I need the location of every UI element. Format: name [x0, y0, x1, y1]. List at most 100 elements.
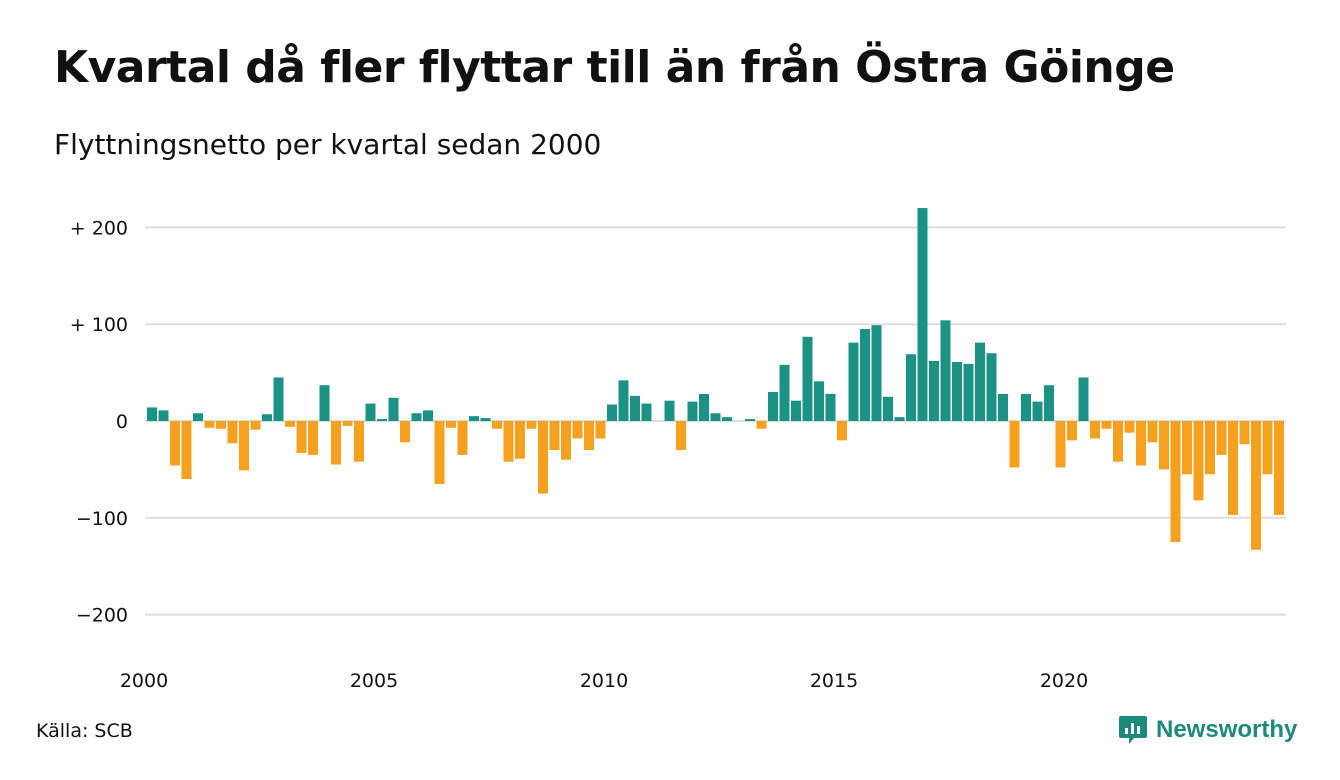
bar: [1251, 421, 1261, 550]
x-tick-label: 2020: [1040, 670, 1088, 692]
bar: [894, 417, 905, 421]
bar: [1216, 421, 1227, 455]
bar: [423, 410, 433, 421]
bar: [1262, 421, 1273, 475]
brand-logo: Newsworthy: [1118, 714, 1297, 746]
bar: [1021, 393, 1031, 421]
bar: [480, 418, 491, 421]
bar: [940, 320, 951, 421]
x-axis-ticks: 2000 2005 2010 2015 2020: [120, 670, 1088, 692]
bar: [549, 421, 560, 451]
bar: [998, 393, 1008, 421]
bar: [342, 421, 353, 426]
x-tick-label: 2015: [810, 670, 858, 692]
bar: [296, 421, 307, 453]
bar: [607, 404, 617, 421]
bar: [503, 421, 514, 462]
source-note: Källa: SCB: [36, 720, 133, 742]
bar: [1274, 421, 1284, 515]
bar: [1136, 421, 1146, 466]
bar: [388, 397, 399, 421]
bar: [975, 342, 985, 421]
y-tick-label: −100: [76, 508, 128, 530]
y-axis-ticks: + 200 + 100 0 −100 −200: [70, 217, 128, 626]
bar: [676, 421, 686, 451]
bar: [147, 407, 157, 421]
bar: [572, 421, 583, 439]
bar: [1067, 421, 1077, 441]
bar: [1193, 421, 1204, 501]
bar: [1101, 421, 1112, 429]
bar: [1090, 421, 1100, 439]
bar: [365, 403, 376, 421]
bar: [664, 400, 675, 421]
bar: [791, 400, 801, 421]
bar: [802, 336, 813, 421]
bar: [848, 342, 859, 421]
bar: [1170, 421, 1181, 542]
bar: [618, 380, 629, 421]
bar: [1055, 421, 1066, 468]
bar: [1147, 421, 1158, 443]
bar: [929, 360, 939, 421]
bar: [779, 364, 790, 421]
bar: [917, 208, 928, 421]
newsworthy-logo-icon: [1119, 716, 1147, 744]
bar: [814, 381, 824, 421]
bar: [273, 377, 284, 421]
bar: [906, 354, 916, 421]
bar: [1124, 421, 1135, 433]
bar: [181, 421, 192, 480]
bar: [434, 421, 445, 484]
bar: [469, 416, 479, 421]
bar: [193, 413, 203, 421]
chart-subtitle: Flyttningsnetto per kvartal sedan 2000: [54, 128, 602, 161]
bar: [250, 421, 261, 430]
bar: [687, 401, 698, 421]
chart-title: Kvartal då fler flyttar till än från Öst…: [54, 42, 1175, 93]
brand-name: Newsworthy: [1156, 716, 1298, 743]
bar: [446, 421, 456, 428]
bar: [837, 421, 847, 441]
bar: [1009, 421, 1020, 468]
bar: [1205, 421, 1215, 475]
bar: [227, 421, 238, 444]
bar: [377, 419, 387, 421]
y-tick-label: −200: [76, 605, 128, 627]
bar: [825, 393, 836, 421]
bar: [1113, 421, 1123, 462]
bar: [710, 413, 721, 421]
bar: [526, 421, 537, 429]
bar: [538, 421, 548, 494]
bar: [756, 421, 767, 429]
bar: [1228, 421, 1238, 515]
bar: [1159, 421, 1169, 470]
bar: [860, 329, 870, 421]
bar: [963, 363, 974, 421]
bar: [411, 413, 422, 421]
bar: [1239, 421, 1250, 445]
bar: [170, 421, 180, 466]
bar: [1032, 401, 1043, 421]
bar: [986, 353, 997, 421]
bar: [630, 395, 640, 421]
bar: [1182, 421, 1192, 475]
bar: [319, 385, 330, 421]
bar: [331, 421, 341, 465]
bar: [595, 421, 606, 439]
bar: [492, 421, 502, 429]
bars: [147, 208, 1284, 550]
bar: [722, 417, 732, 421]
y-tick-label: 0: [116, 411, 128, 433]
bar: [262, 414, 272, 421]
bar: [699, 393, 709, 421]
bar: [745, 419, 755, 421]
bar: [561, 421, 571, 460]
y-tick-label: + 100: [70, 314, 128, 336]
bar: [158, 410, 169, 421]
bar: [354, 421, 364, 462]
bar: [308, 421, 318, 455]
bar: [883, 396, 893, 421]
bar: [285, 421, 295, 427]
